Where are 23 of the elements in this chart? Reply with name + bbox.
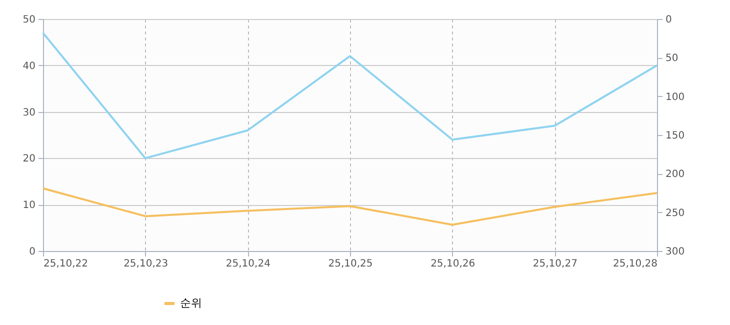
y-tick-label: 20 <box>22 154 36 165</box>
y2-tick-label: 150 <box>666 130 685 142</box>
x-tick-label: 25,10,28 <box>612 258 658 270</box>
y-tick-label: 10 <box>22 200 36 212</box>
y-tick-label: 0 <box>29 246 36 258</box>
x-tick-label: 25,10,22 <box>44 258 88 270</box>
y2-tick-label: 50 <box>666 53 678 64</box>
x-tick-label: 25,10,27 <box>532 258 578 270</box>
x-tick-label: 25,10,25 <box>328 258 373 270</box>
line-series <box>42 187 658 226</box>
line-series <box>42 32 658 160</box>
y-tick-label: 40 <box>22 60 36 72</box>
y2-tick-label: 200 <box>666 169 685 180</box>
y2-tick-label: 300 <box>666 246 685 258</box>
y-tick-label: 30 <box>22 107 36 118</box>
y2-tick-label: 250 <box>666 208 685 219</box>
y2-tick-label: 0 <box>666 14 672 26</box>
x-tick-label: 25,10,24 <box>226 258 270 270</box>
y-tick-label: 50 <box>22 14 36 26</box>
x-tick-label: 25,10,26 <box>430 258 476 270</box>
y2-tick-label: 100 <box>666 92 685 103</box>
legend-label: 순위 <box>180 296 202 310</box>
x-tick-label: 25,10,23 <box>124 258 168 270</box>
